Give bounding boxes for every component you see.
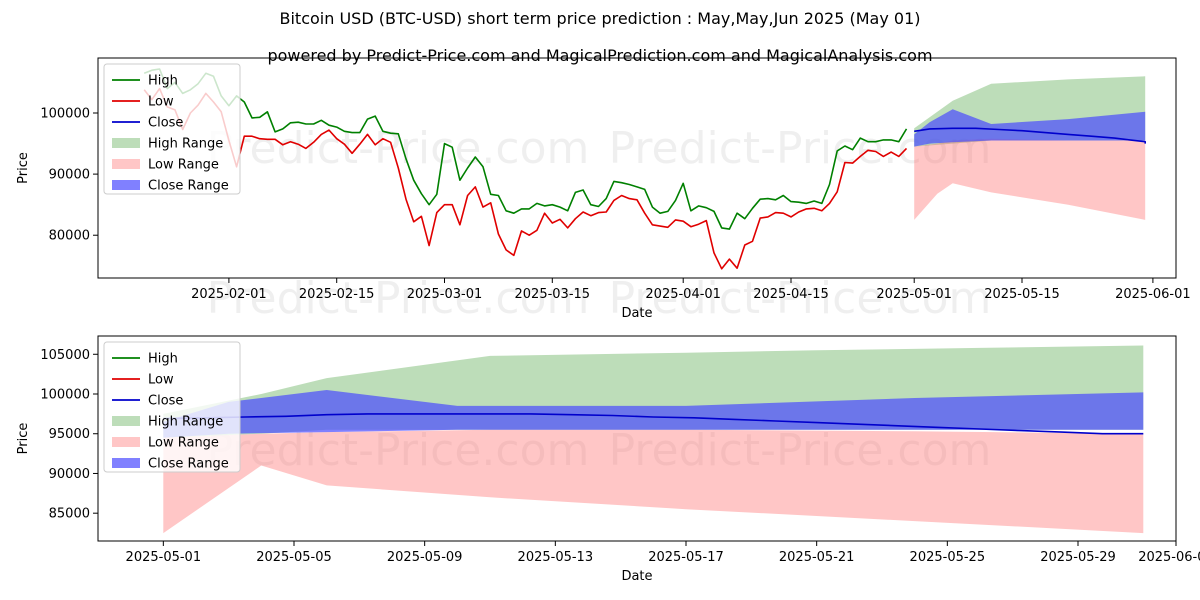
series-close-line [914, 127, 1146, 144]
x-tick-label: 2025-02-01 [191, 287, 267, 302]
legend-label-high: High [148, 352, 178, 367]
series-low-range-band [163, 429, 1144, 534]
legend-label-low: Low [148, 95, 174, 110]
x-tick-label: 2025-05-13 [518, 550, 594, 565]
chart-title: Bitcoin USD (BTC-USD) short term price p… [279, 9, 921, 28]
series-low-line [143, 87, 908, 270]
watermark-4: Predict-Price.com [609, 273, 992, 324]
legend-swatch-close-range [112, 458, 140, 468]
series-close-line [163, 413, 1144, 435]
x-axis-label: Date [621, 306, 652, 321]
y-tick-label: 100000 [40, 388, 90, 403]
x-tick-label: 2025-06-01 [1138, 550, 1200, 565]
series-high-line [143, 68, 908, 230]
legend-label-low-range: Low Range [148, 436, 219, 451]
legend: High Low Close High Range Low Range Close Ran… [103, 341, 241, 473]
y-tick-label: 90000 [49, 168, 90, 183]
x-tick-label: 2025-06-01 [1115, 287, 1191, 302]
x-tick-label: 2025-05-21 [779, 550, 855, 565]
legend-swatch-high-range [112, 138, 140, 148]
legend-swatch-high-range [112, 416, 140, 426]
series-close-range-band [914, 109, 1146, 147]
x-tick-label: 2025-05-15 [984, 287, 1060, 302]
x-tick-label: 2025-05-01 [126, 550, 202, 565]
legend-label-close: Close [148, 394, 183, 409]
y-tick-label: 95000 [49, 427, 90, 442]
watermark-3: Predict-Price.com [207, 273, 590, 324]
y-tick-label: 85000 [49, 507, 90, 522]
x-tick-label: 2025-05-25 [910, 550, 986, 565]
x-tick-label: 2025-03-01 [407, 287, 483, 302]
watermark-6: Predict-Price.com [609, 425, 992, 476]
y-tick-label: 100000 [40, 107, 90, 122]
x-tick-label: 2025-05-05 [256, 550, 332, 565]
x-tick-label: 2025-04-01 [645, 287, 721, 302]
y-tick-label: 90000 [49, 467, 90, 482]
plot-frame [97, 335, 1177, 542]
y-tick-label: 105000 [40, 348, 90, 363]
legend-box [103, 341, 241, 473]
x-tick-label: 2025-03-15 [515, 287, 591, 302]
legend-label-close: Close [148, 116, 183, 131]
legend-label-high-range: High Range [148, 415, 223, 430]
x-axis-label: Date [621, 569, 652, 584]
series-low-range-band [914, 138, 1146, 220]
watermark-5: Predict-Price.com [207, 425, 590, 476]
legend-box [103, 63, 241, 195]
y-axis-label: Price [16, 152, 31, 184]
x-tick-label: 2025-02-15 [299, 287, 375, 302]
chart-top: 2025-02-01 2025-02-15 2025-03-01 2025-03-15… [16, 57, 1191, 321]
legend-label-low: Low [148, 373, 174, 388]
x-tick-label: 2025-05-17 [648, 550, 724, 565]
x-tick-label: 2025-05-29 [1040, 550, 1116, 565]
legend-label-close-range: Close Range [148, 179, 229, 194]
legend-label-close-range: Close Range [148, 457, 229, 472]
y-axis-label: Price [16, 423, 31, 455]
legend-label-high: High [148, 74, 178, 89]
x-tick-label: 2025-04-15 [753, 287, 829, 302]
legend-swatch-close-range [112, 180, 140, 190]
x-tick-label: 2025-05-01 [876, 287, 952, 302]
legend-label-low-range: Low Range [148, 158, 219, 173]
x-tick-label: 2025-05-09 [387, 550, 463, 565]
plot-frame [97, 57, 1177, 279]
chart-bottom: 2025-05-01 2025-05-05 2025-05-09 2025-05-13… [16, 335, 1200, 584]
legend-swatch-low-range [112, 159, 140, 169]
legend-label-high-range: High Range [148, 137, 223, 152]
y-tick-label: 80000 [49, 229, 90, 244]
chart-subtitle: powered by Predict-Price.com and Magical… [267, 46, 933, 65]
legend: High Low Close High Range Low Range Close Ran… [103, 63, 241, 195]
legend-swatch-low-range [112, 437, 140, 447]
